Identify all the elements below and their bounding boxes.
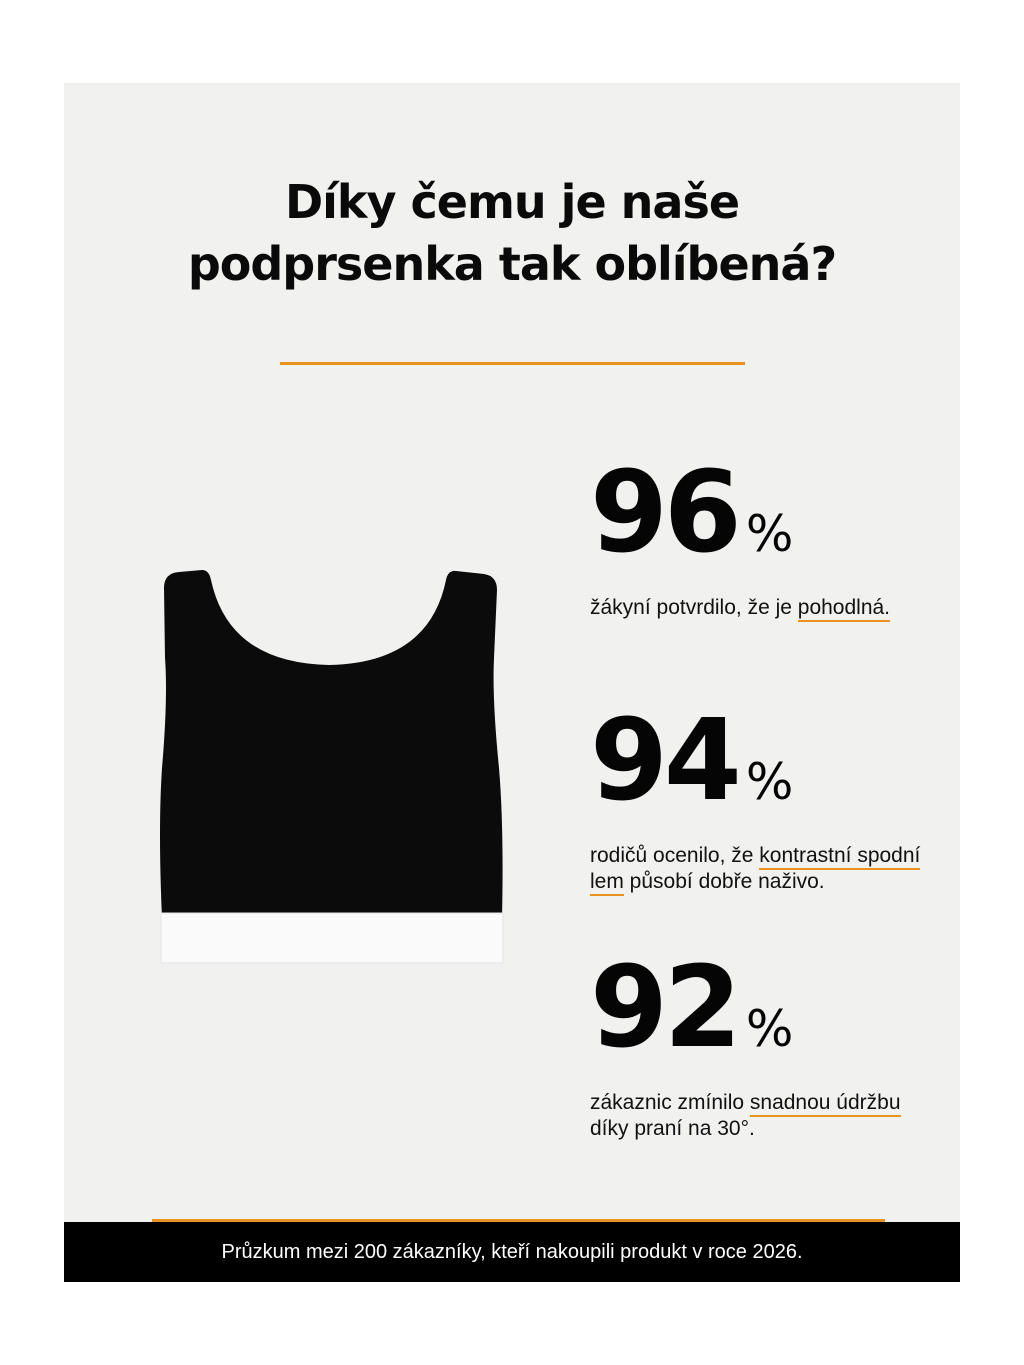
stat-percent: % bbox=[745, 505, 794, 563]
bra-band bbox=[160, 912, 504, 964]
stat-value: 94% bbox=[590, 705, 930, 837]
stat-number: 96 bbox=[590, 448, 742, 578]
stat-description: rodičů ocenilo, že kontrastní spodní lem… bbox=[590, 843, 930, 896]
stat-number: 92 bbox=[590, 943, 742, 1073]
page-title: Díky čemu je naše podprsenka tak oblíben… bbox=[64, 171, 960, 295]
stat-block: 92% zákaznic zmínilo snadnou údržbu díky … bbox=[590, 952, 930, 1142]
product-image bbox=[160, 570, 504, 964]
stat-description: žákyní potvrdilo, že je pohodlná. bbox=[590, 595, 930, 622]
text-segment: rodičů ocenilo, že bbox=[590, 844, 760, 867]
stat-number: 94 bbox=[590, 696, 742, 826]
bra-body bbox=[160, 570, 503, 918]
stat-value: 96% bbox=[590, 457, 930, 589]
stat-block: 94% rodičů ocenilo, že kontrastní spodní … bbox=[590, 705, 930, 896]
title-line-1: Díky čemu je naše bbox=[284, 175, 740, 229]
footer-note: Průzkum mezi 200 zákazníky, kteří nakoup… bbox=[64, 1222, 960, 1282]
infographic-card: Díky čemu je naše podprsenka tak oblíben… bbox=[64, 83, 960, 1282]
stat-percent: % bbox=[745, 753, 794, 811]
stat-block: 96% žákyní potvrdilo, že je pohodlná. bbox=[590, 457, 930, 622]
title-divider bbox=[280, 362, 745, 365]
stat-percent: % bbox=[745, 1000, 794, 1058]
text-segment: zákaznic zmínilo bbox=[590, 1091, 750, 1114]
highlighted-text: kontrastní spodní lem bbox=[590, 844, 921, 896]
highlighted-text: pohodlná. bbox=[797, 596, 891, 622]
text-segment: žákyní potvrdilo, že je bbox=[590, 596, 798, 619]
text-segment: díky praní na 30°. bbox=[590, 1117, 755, 1140]
title-line-2: podprsenka tak oblíbená? bbox=[187, 237, 837, 291]
stat-description: zákaznic zmínilo snadnou údržbu díky pra… bbox=[590, 1090, 930, 1142]
stat-value: 92% bbox=[590, 952, 930, 1084]
highlighted-text: snadnou údržbu bbox=[749, 1091, 901, 1117]
text-segment: působí dobře naživo. bbox=[623, 870, 825, 893]
footer-divider bbox=[152, 1219, 885, 1222]
